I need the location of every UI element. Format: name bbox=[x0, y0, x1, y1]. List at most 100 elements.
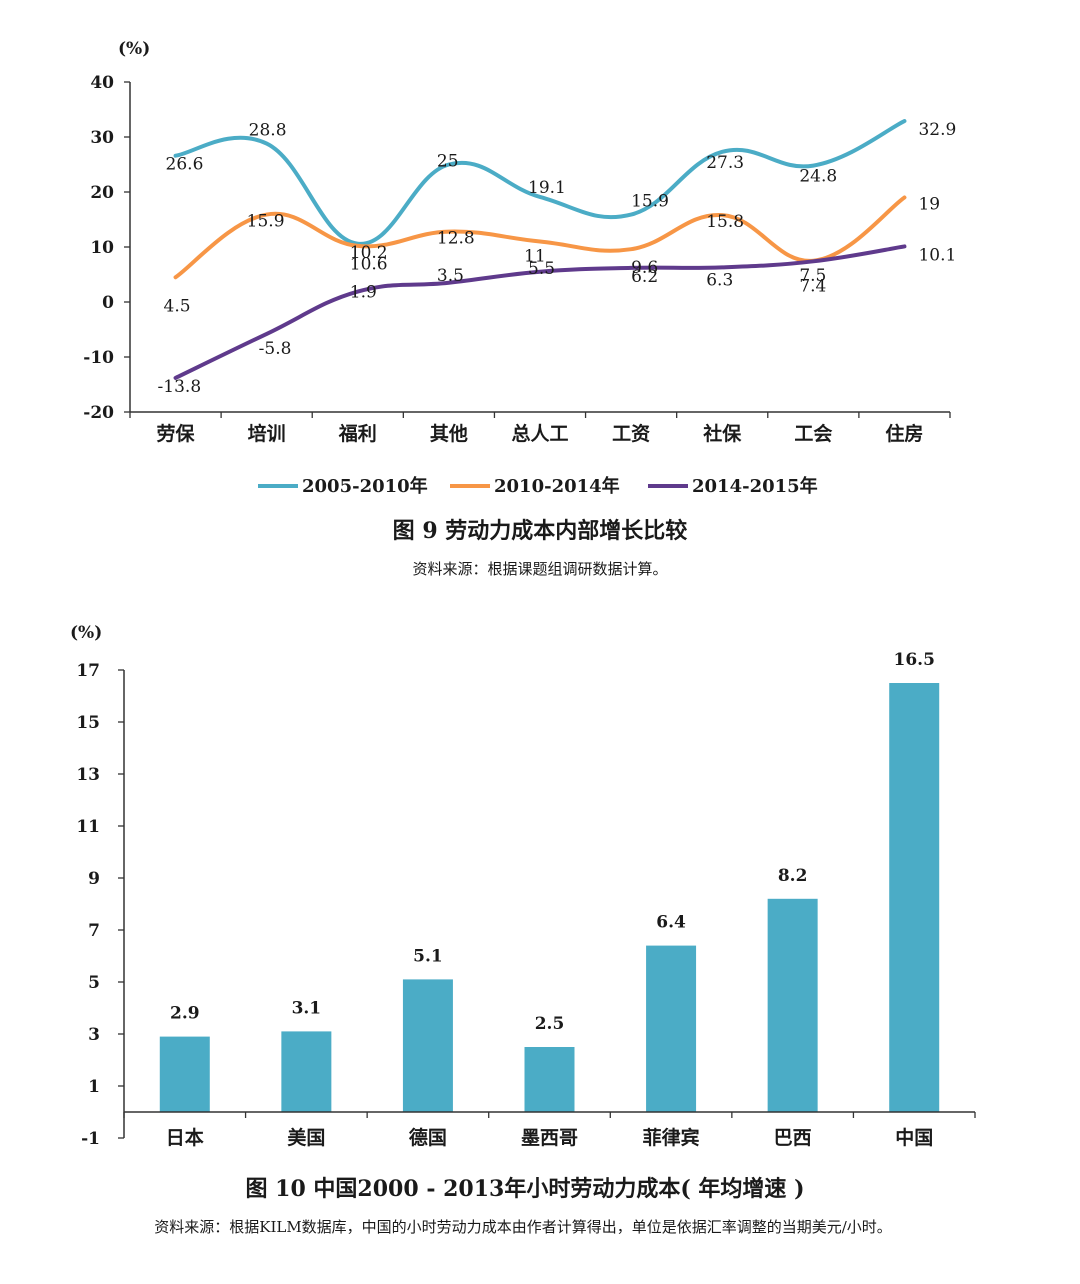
line-data-label-2005-2010: 28.8 bbox=[249, 121, 287, 141]
bar-y-tick-label: 17 bbox=[76, 661, 100, 681]
line-x-label: 其他 bbox=[430, 422, 468, 445]
line-caption: 图 9 劳动力成本内部增长比较 bbox=[393, 518, 688, 544]
line-data-label-2014-2015: -13.8 bbox=[158, 377, 202, 397]
bar-y-tick-label: 3 bbox=[88, 1025, 100, 1045]
line-data-label-2014-2015: 3.5 bbox=[437, 266, 464, 286]
line-data-label-2005-2010: 27.3 bbox=[706, 153, 744, 173]
line-y-tick-label: 20 bbox=[90, 183, 114, 203]
bar-x-label: 墨西哥 bbox=[521, 1127, 578, 1149]
line-data-label-2014-2015: -5.8 bbox=[259, 339, 292, 359]
line-series-2005-2010 bbox=[173, 119, 907, 246]
line-data-label-2010-2014: 10.2 bbox=[350, 243, 388, 263]
line-source: 资料来源：根据课题组调研数据计算。 bbox=[412, 560, 667, 578]
line-y-tick-label: -10 bbox=[83, 348, 114, 368]
line-y-ticks: 40 30 20 10 0 -10 -20 bbox=[83, 73, 114, 423]
bar-value-labels: 2.9 3.1 5.1 2.5 6.4 8.2 16.5 bbox=[170, 650, 935, 1034]
bar-value-label: 6.4 bbox=[656, 913, 686, 933]
line-data-labels: 26.6 28.8 10.6 25 19.1 15.9 27.3 24.8 32.9 4.5 15.… bbox=[158, 120, 957, 397]
bar-x-label: 菲律宾 bbox=[643, 1126, 700, 1149]
bar-y-tick-label: 11 bbox=[76, 817, 100, 837]
bar-value-label: 2.5 bbox=[535, 1014, 565, 1034]
bar-x-label: 巴西 bbox=[774, 1127, 812, 1149]
bar bbox=[281, 1031, 332, 1112]
line-data-label-2010-2014: 15.8 bbox=[706, 212, 744, 232]
line-data-label-2010-2014: 7.5 bbox=[799, 266, 826, 286]
bar-x-label: 中国 bbox=[895, 1126, 933, 1149]
line-legend: 2005-2010年 2010-2014年 2014-2015年 bbox=[258, 475, 818, 497]
line-x-label: 培训 bbox=[248, 422, 286, 445]
line-data-label-2005-2010: 25 bbox=[437, 152, 459, 172]
line-data-label-2014-2015: 7.4 bbox=[799, 276, 826, 296]
bar-y-tick-label: -1 bbox=[81, 1129, 100, 1149]
bar bbox=[889, 683, 940, 1112]
bar-y-tick-label: 5 bbox=[88, 973, 100, 993]
legend-label-2014-2015: 2014-2015年 bbox=[692, 475, 818, 497]
bar-y-tick-label: 15 bbox=[76, 713, 100, 733]
line-series-2014-2015 bbox=[173, 244, 907, 380]
line-data-label-2010-2014: 15.9 bbox=[247, 212, 285, 232]
line-y-tick-label: -20 bbox=[83, 403, 114, 423]
line-data-label-2014-2015: 10.1 bbox=[918, 245, 956, 265]
line-x-label: 劳保 bbox=[157, 422, 196, 445]
line-series-2010-2014 bbox=[173, 195, 907, 280]
line-y-tick-label: 40 bbox=[90, 73, 114, 93]
bar-x-label: 德国 bbox=[409, 1126, 447, 1149]
line-data-label-2014-2015: 6.3 bbox=[706, 270, 733, 290]
bar-unit-label: (%) bbox=[70, 623, 102, 643]
bar-x-label: 美国 bbox=[287, 1126, 325, 1149]
line-y-tick-label: 10 bbox=[90, 238, 114, 258]
bar-y-tick-label: 13 bbox=[76, 765, 100, 785]
line-unit-label: (%) bbox=[118, 39, 150, 59]
line-x-label: 总人工 bbox=[511, 422, 568, 445]
line-data-label-2005-2010: 10.6 bbox=[350, 255, 388, 275]
line-data-label-2010-2014: 12.8 bbox=[437, 229, 475, 249]
bar-value-label: 2.9 bbox=[170, 1004, 200, 1024]
bar-x-label: 日本 bbox=[166, 1126, 204, 1149]
legend-label-2005-2010: 2005-2010年 bbox=[302, 475, 428, 497]
line-x-label: 住房 bbox=[885, 422, 923, 445]
legend-label-2010-2014: 2010-2014年 bbox=[494, 475, 620, 497]
bar bbox=[646, 945, 697, 1112]
line-x-label: 工会 bbox=[794, 422, 832, 445]
line-series bbox=[173, 119, 907, 380]
bar-y-ticks: 17 15 13 11 9 7 5 3 1 -1 bbox=[76, 661, 100, 1149]
line-y-tick-label: 0 bbox=[102, 293, 114, 313]
line-y-tick-label: 30 bbox=[90, 128, 114, 148]
line-data-label-2010-2014: 19 bbox=[918, 195, 940, 215]
bar-y-tick-label: 9 bbox=[88, 869, 100, 889]
line-data-label-2005-2010: 26.6 bbox=[166, 155, 204, 175]
bar-y-tick-label: 7 bbox=[88, 921, 100, 941]
line-data-label-2005-2010: 24.8 bbox=[799, 167, 837, 187]
line-axes bbox=[124, 81, 951, 418]
line-x-label: 福利 bbox=[338, 422, 377, 445]
line-data-label-2014-2015: 5.5 bbox=[528, 259, 555, 279]
bar-bars bbox=[159, 683, 940, 1112]
line-data-label-2014-2015: 1.9 bbox=[350, 283, 377, 303]
line-x-label: 社保 bbox=[702, 422, 742, 445]
line-data-label-2010-2014: 9.6 bbox=[631, 258, 658, 278]
bar-value-label: 5.1 bbox=[413, 946, 443, 966]
line-data-label-2005-2010: 15.9 bbox=[631, 192, 669, 212]
line-data-label-2005-2010: 19.1 bbox=[528, 178, 566, 198]
line-x-label: 工资 bbox=[612, 422, 650, 445]
bar bbox=[524, 1047, 575, 1112]
bar-x-labels: 日本 美国 德国 墨西哥 菲律宾 巴西 中国 bbox=[166, 1126, 933, 1149]
line-data-label-2010-2014: 4.5 bbox=[164, 296, 191, 316]
bar bbox=[159, 1036, 210, 1112]
bar-value-label: 16.5 bbox=[894, 650, 935, 670]
bar-value-label: 3.1 bbox=[292, 998, 322, 1018]
line-data-label-2010-2014: 11 bbox=[524, 247, 546, 267]
bar bbox=[402, 979, 453, 1112]
bar-chart: (%) 17 15 13 11 9 7 5 3 1 -1 2.9 3.1 5.1 2.5 6.4 8.2 16… bbox=[70, 623, 976, 1236]
bar bbox=[767, 898, 818, 1112]
bar-caption: 图 10 中国2000 - 2013年小时劳动力成本( 年均增速 ) bbox=[246, 1176, 805, 1202]
bar-axes bbox=[118, 669, 976, 1139]
bar-value-label: 8.2 bbox=[778, 866, 808, 886]
bar-source: 资料来源：根据KILM数据库，中国的小时劳动力成本由作者计算得出，单位是依据汇率… bbox=[154, 1218, 892, 1236]
line-x-labels: 劳保 培训 福利 其他 总人工 工资 社保 工会 住房 bbox=[157, 422, 924, 445]
bar-y-tick-label: 1 bbox=[88, 1077, 100, 1097]
line-data-label-2014-2015: 6.2 bbox=[631, 267, 658, 287]
